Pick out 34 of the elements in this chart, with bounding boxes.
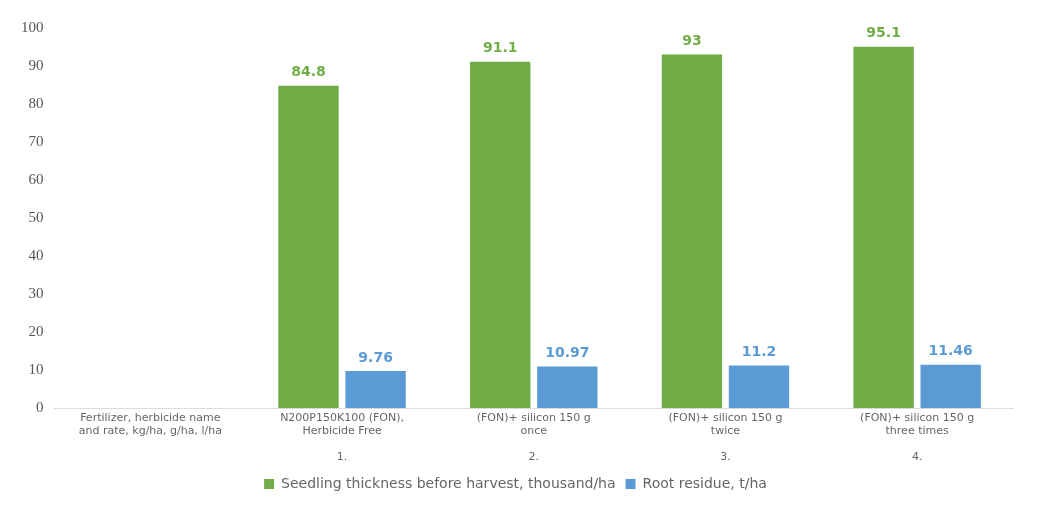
bar: [920, 364, 981, 409]
bar: [853, 46, 914, 409]
y-tick-label: 70: [28, 133, 44, 149]
category-label: (FON)+ silicon 150 g once 2.: [476, 410, 591, 464]
bar: [345, 371, 406, 409]
y-tick-label: 60: [28, 171, 44, 188]
data-label: 93: [682, 32, 702, 49]
data-label: 10.97: [545, 344, 590, 361]
bar: [728, 365, 790, 409]
y-tick-label: 0: [36, 399, 44, 416]
legend-label: Seedling thickness before harvest, thousand/ha: [281, 474, 616, 491]
legend-label: Root residue, t/ha: [642, 474, 767, 491]
bar: [537, 366, 598, 409]
y-tick-label: 90: [28, 56, 44, 73]
y-tick-label: 80: [28, 94, 44, 111]
data-label: 11.2: [741, 343, 777, 360]
y-tick-label: 20: [28, 323, 44, 340]
data-label: 9.76: [358, 348, 393, 365]
y-tick-label: 30: [28, 285, 44, 302]
category-label: (FON)+ silicon 150 g twice 3.: [668, 410, 783, 464]
x-tick-label: Fertilizer, herbicide name and rate, kg/ha, g/ha, l/ha: [78, 410, 222, 437]
y-tick-label: 10: [28, 361, 44, 378]
bar: [470, 61, 531, 409]
bar: [278, 85, 339, 409]
y-tick-label: 100: [21, 18, 44, 35]
data-label: 84.8: [291, 63, 326, 80]
bar: [661, 54, 723, 409]
y-tick-label: 40: [28, 247, 44, 264]
data-label: 91.1: [482, 39, 518, 56]
data-label: 11.46: [928, 342, 973, 359]
y-tick-label: 50: [28, 209, 44, 226]
category-label: N200P150K100 (FON), Herbicide Free 1.: [280, 410, 404, 464]
data-label: 95.1: [866, 24, 901, 41]
category-label: (FON)+ silicon 150 g three times 4.: [860, 410, 975, 464]
